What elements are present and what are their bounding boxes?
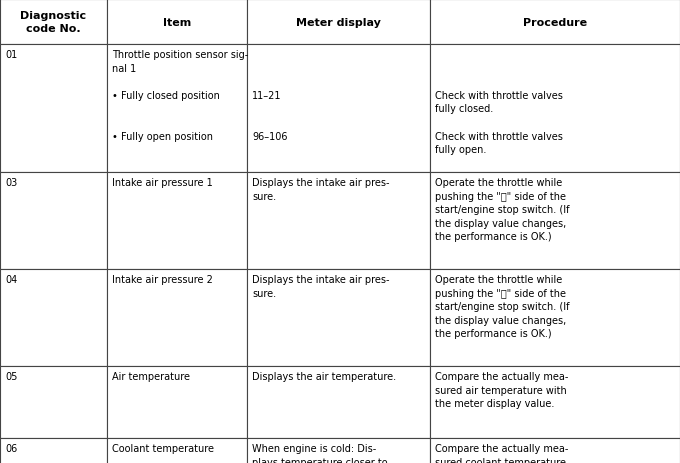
Bar — [247, 173, 430, 269]
Bar — [430, 438, 680, 463]
Text: Displays the intake air pres-
sure.: Displays the intake air pres- sure. — [252, 275, 390, 298]
Text: Throttle position sensor sig-
nal 1

• Fully closed position


• Fully open posi: Throttle position sensor sig- nal 1 • Fu… — [112, 50, 248, 141]
Bar — [0, 173, 107, 269]
Text: 05: 05 — [5, 371, 18, 381]
Text: Operate the throttle while
pushing the "⓪" side of the
start/engine stop switch.: Operate the throttle while pushing the "… — [435, 275, 570, 338]
Text: Compare the actually mea-
sured coolant temperature
with the meter display value: Compare the actually mea- sured coolant … — [435, 443, 579, 463]
Text: Check with throttle valves
fully closed.

Check with throttle valves
fully open.: Check with throttle valves fully closed.… — [435, 50, 563, 155]
Bar — [430, 0, 680, 45]
Bar — [0, 438, 107, 463]
Bar — [0, 269, 107, 366]
Text: Intake air pressure 2: Intake air pressure 2 — [112, 275, 213, 284]
Text: Displays the air temperature.: Displays the air temperature. — [252, 371, 396, 381]
Bar — [0, 366, 107, 438]
Text: 03: 03 — [5, 178, 17, 188]
Bar — [107, 269, 247, 366]
Text: Operate the throttle while
pushing the "⓪" side of the
start/engine stop switch.: Operate the throttle while pushing the "… — [435, 178, 570, 242]
Text: When engine is cold: Dis-
plays temperature closer to
air temperature.
When engi: When engine is cold: Dis- plays temperat… — [252, 443, 394, 463]
Bar — [247, 269, 430, 366]
Text: Compare the actually mea-
sured air temperature with
the meter display value.: Compare the actually mea- sured air temp… — [435, 371, 568, 408]
Bar — [247, 438, 430, 463]
Text: Coolant temperature: Coolant temperature — [112, 443, 214, 453]
Bar — [0, 45, 107, 173]
Bar — [247, 366, 430, 438]
Bar — [107, 0, 247, 45]
Bar — [0, 0, 107, 45]
Text: Procedure: Procedure — [523, 18, 587, 27]
Bar — [107, 173, 247, 269]
Bar — [430, 45, 680, 173]
Bar — [430, 269, 680, 366]
Text: Diagnostic
code No.: Diagnostic code No. — [20, 11, 86, 34]
Text: Meter display: Meter display — [296, 18, 381, 27]
Text: Air temperature: Air temperature — [112, 371, 190, 381]
Bar — [247, 45, 430, 173]
Bar — [107, 45, 247, 173]
Bar — [107, 438, 247, 463]
Bar — [430, 173, 680, 269]
Text: 11–21


96–106: 11–21 96–106 — [252, 50, 288, 141]
Bar — [247, 0, 430, 45]
Text: Intake air pressure 1: Intake air pressure 1 — [112, 178, 213, 188]
Text: 06: 06 — [5, 443, 17, 453]
Bar — [107, 366, 247, 438]
Text: Displays the intake air pres-
sure.: Displays the intake air pres- sure. — [252, 178, 390, 201]
Bar — [430, 366, 680, 438]
Text: 01: 01 — [5, 50, 17, 60]
Text: Item: Item — [163, 18, 191, 27]
Text: 04: 04 — [5, 275, 17, 284]
